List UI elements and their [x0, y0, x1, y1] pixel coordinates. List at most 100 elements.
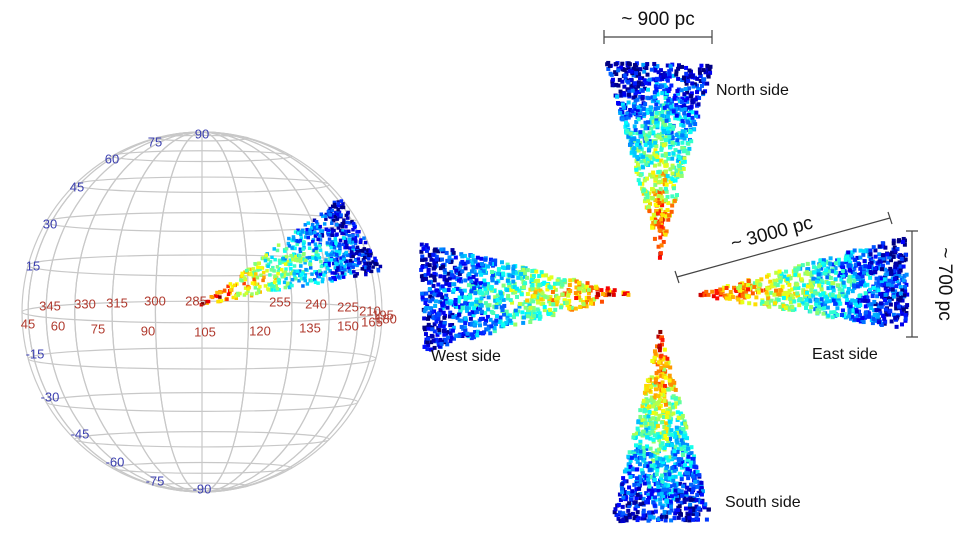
star-dot: [479, 272, 484, 277]
star-dot: [661, 494, 666, 499]
star-dot: [338, 266, 342, 270]
star-dot: [645, 444, 650, 449]
star-dot: [889, 271, 894, 276]
star-dot: [467, 305, 472, 310]
star-dot: [745, 294, 750, 299]
star-dot: [626, 508, 631, 513]
star-dot: [314, 247, 318, 251]
star-dot: [635, 459, 640, 464]
star-dot: [852, 317, 857, 322]
star-dot: [655, 432, 660, 437]
star-dot: [638, 103, 643, 108]
star-dot: [669, 494, 674, 499]
star-dot: [855, 255, 860, 260]
star-dot: [644, 154, 649, 159]
star-dot: [427, 286, 432, 291]
star-dot: [589, 301, 594, 306]
star-dot: [289, 262, 293, 267]
star-dot: [804, 305, 809, 310]
star-dot: [668, 137, 673, 142]
latitude-label: -15: [26, 346, 45, 361]
star-dot: [825, 296, 830, 301]
star-dot: [334, 241, 338, 245]
star-dot: [551, 313, 556, 318]
star-dot: [673, 444, 678, 449]
star-dot: [255, 282, 259, 286]
star-dot: [668, 406, 673, 411]
star-dot: [525, 268, 530, 273]
star-dot: [656, 196, 661, 201]
star-dot: [693, 113, 698, 118]
star-dot: [355, 230, 359, 234]
star-dot: [424, 291, 429, 296]
star-dot: [542, 280, 547, 285]
star-dot: [655, 211, 660, 216]
star-dot: [460, 333, 465, 338]
star-dot: [858, 272, 863, 277]
star-dot: [303, 273, 308, 277]
star-dot: [660, 420, 665, 425]
star-dot: [256, 268, 260, 272]
star-dot: [662, 347, 667, 352]
star-dot: [531, 306, 536, 311]
star-dot: [458, 263, 463, 268]
star-dot: [638, 449, 643, 454]
star-dot: [858, 313, 863, 318]
star-dot: [648, 474, 653, 479]
star-dot: [668, 365, 673, 370]
star-dot: [351, 227, 355, 232]
star-dot: [632, 137, 637, 142]
star-dot: [436, 282, 441, 287]
star-dot: [519, 271, 524, 276]
star-dot: [283, 285, 288, 290]
star-dot: [817, 305, 822, 310]
star-dot: [719, 291, 724, 296]
star-dot: [787, 293, 792, 298]
star-dot: [904, 272, 909, 277]
star-dot: [641, 501, 646, 506]
star-dot: [720, 288, 725, 293]
star-dot: [649, 397, 654, 402]
star-dot: [603, 292, 608, 297]
star-dot: [657, 348, 662, 353]
star-dot: [318, 269, 322, 273]
star-dot: [664, 135, 669, 140]
star-dot: [686, 79, 691, 84]
star-dot: [244, 268, 249, 273]
star-dot: [578, 298, 583, 303]
star-dot: [277, 258, 282, 263]
star-dot: [328, 213, 333, 217]
star-dot: [641, 429, 646, 434]
star-dot: [323, 214, 328, 219]
star-dot: [632, 104, 637, 109]
star-dot: [902, 287, 907, 292]
star-dot: [436, 326, 441, 331]
star-dot: [679, 88, 684, 93]
star-dot: [298, 254, 302, 258]
star-dot: [668, 101, 673, 106]
star-dot: [553, 307, 558, 312]
star-dot: [674, 425, 679, 430]
star-dot: [846, 290, 851, 295]
star-dot: [656, 70, 661, 75]
star-dot: [692, 454, 697, 459]
star-dot: [276, 271, 280, 276]
star-dot: [813, 307, 818, 312]
star-dot: [322, 273, 326, 277]
star-dot: [693, 479, 698, 484]
star-dot: [508, 298, 513, 303]
star-dot: [863, 304, 868, 309]
star-dot: [463, 316, 468, 321]
star-dot: [634, 487, 639, 492]
star-dot: [441, 324, 446, 329]
star-dot: [647, 467, 652, 472]
star-dot: [351, 237, 355, 241]
star-dot: [305, 282, 310, 286]
longitude-label: 285: [185, 293, 207, 308]
star-dot: [314, 225, 319, 229]
star-dot: [666, 458, 671, 463]
star-dot: [292, 272, 296, 276]
star-dot: [531, 309, 536, 314]
star-dot: [474, 306, 479, 311]
star-dot: [334, 204, 339, 209]
